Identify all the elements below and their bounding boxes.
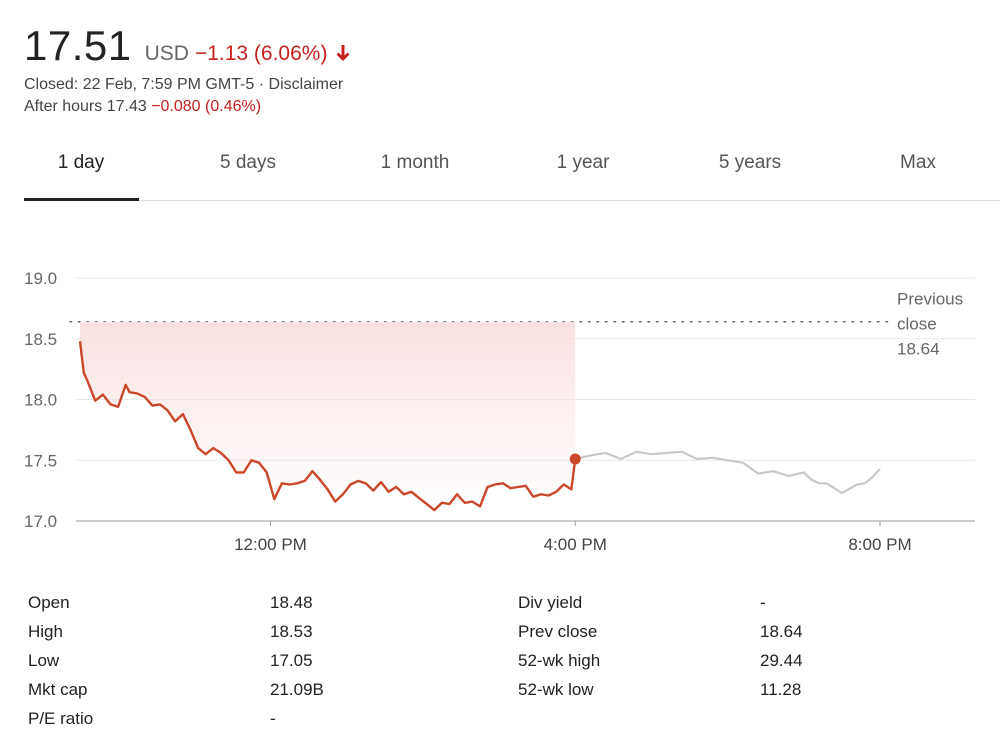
x-tick-label: 4:00 PM (544, 535, 607, 554)
closed-line: Closed: 22 Feb, 7:59 PM GMT-5 · Disclaim… (24, 74, 976, 96)
x-tick-label: 8:00 PM (848, 535, 911, 554)
x-tick-label: 12:00 PM (234, 535, 307, 554)
stat-label: Div yield (518, 593, 583, 612)
tab-1-year[interactable]: 1 year (556, 152, 610, 173)
active-tab-indicator (24, 198, 139, 201)
after-hours-line (574, 450, 881, 495)
tab-1-month[interactable]: 1 month (380, 152, 450, 173)
y-tick-label: 19.0 (24, 269, 57, 288)
stat-value: 18.64 (760, 622, 803, 641)
stat-label: Open (28, 593, 70, 612)
quote-header: 17.51 USD −1.13 (6.06%) Closed: 22 Feb, … (24, 22, 976, 118)
stat-value: - (760, 593, 766, 612)
regular-session-area (80, 321, 576, 511)
y-tick-label: 17.0 (24, 512, 57, 531)
stat-label: Prev close (518, 622, 598, 641)
prev-close-label: close (897, 315, 937, 334)
price-chart[interactable]: 19.0 18.5 18.0 17.5 17.0 12:00 PM 4:00 PM 8:00 … (0, 240, 1000, 570)
tab-5-days[interactable]: 5 days (220, 152, 276, 173)
stat-label: Low (28, 651, 60, 670)
close-point-marker (569, 453, 581, 465)
stat-value: 18.53 (270, 622, 313, 641)
prev-close-label: Previous (897, 290, 963, 309)
closed-text: Closed: 22 Feb, 7:59 PM GMT-5 · (24, 76, 269, 93)
y-tick-label: 18.5 (24, 330, 57, 349)
stat-value: 17.05 (270, 651, 313, 670)
stat-label: High (28, 622, 63, 641)
stat-value: 11.28 (760, 680, 802, 699)
stat-value: 18.48 (270, 593, 313, 612)
tab-max[interactable]: Max (900, 152, 936, 173)
disclaimer-link[interactable]: Disclaimer (268, 76, 344, 93)
regular-session-line (78, 341, 577, 512)
price-change: −1.13 (6.06%) (194, 42, 328, 65)
currency-label: USD (144, 42, 189, 65)
y-tick-label: 18.0 (24, 391, 57, 410)
tab-1-day[interactable]: 1 day (57, 152, 105, 173)
stat-value: 21.09B (270, 680, 324, 699)
current-price: 17.51 (24, 22, 132, 69)
y-tick-label: 17.5 (24, 451, 57, 470)
stat-label: 52-wk low (518, 680, 594, 699)
stat-value: 29.44 (760, 651, 803, 670)
arrow-down-icon (335, 44, 351, 62)
stat-label: Mkt cap (28, 680, 88, 699)
after-hours-line: After hours 17.43 −0.080 (0.46%) (24, 96, 976, 118)
after-hours-label: After hours 17.43 (24, 98, 152, 115)
stat-label: 52-wk high (518, 651, 601, 670)
tab-5-years[interactable]: 5 years (718, 152, 782, 173)
prev-close-value: 18.64 (897, 340, 940, 359)
range-tabs: 1 day 5 days 1 month 1 year 5 years Max (24, 138, 1000, 201)
after-hours-change: −0.080 (0.46%) (151, 98, 262, 115)
stat-value: - (270, 709, 276, 728)
price-row: 17.51 USD −1.13 (6.06%) (24, 22, 976, 70)
stat-label: P/E ratio (28, 709, 94, 728)
